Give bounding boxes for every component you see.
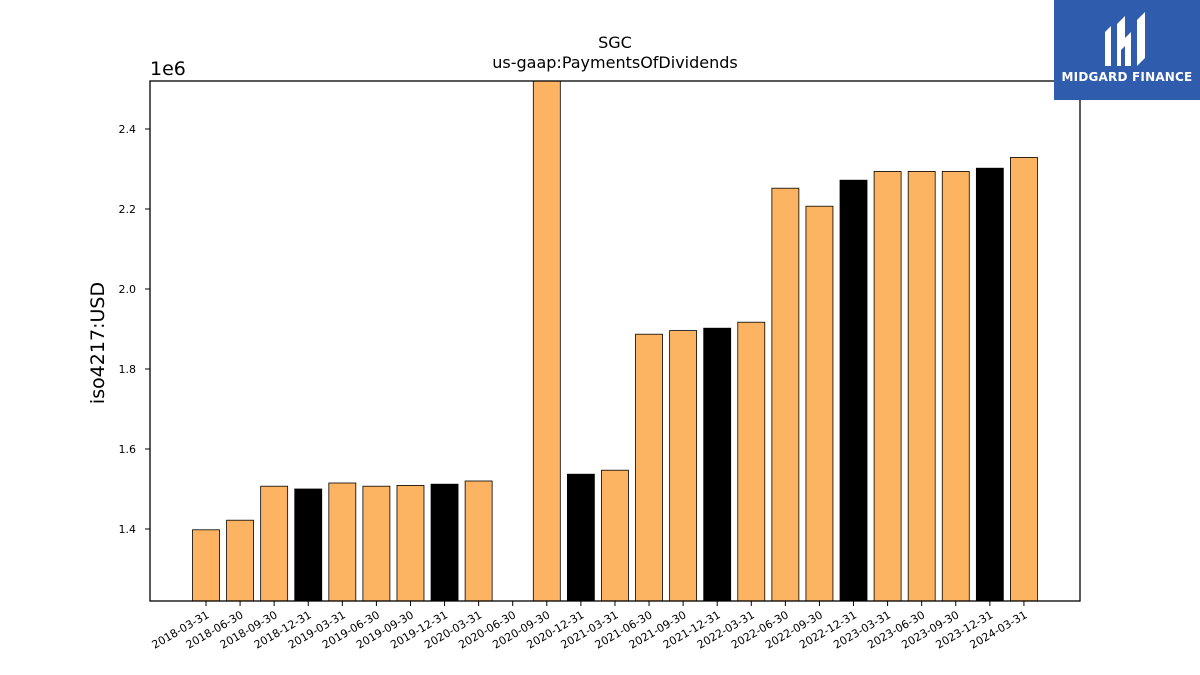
brand-name: MIDGARD FINANCE xyxy=(1061,70,1193,84)
bar-2020-03-31 xyxy=(464,480,493,602)
y-axis-label: iso4217:USD xyxy=(87,282,109,404)
bar-2022-03-31 xyxy=(737,321,766,602)
y-tick-label: 2.0 xyxy=(119,283,137,296)
y-tick-label: 1.6 xyxy=(119,443,137,456)
bar-2021-06-30 xyxy=(635,333,663,602)
y-tick-label: 1.8 xyxy=(119,363,137,376)
midgard-mark-icon xyxy=(1105,12,1145,66)
bar-2023-12-31 xyxy=(975,167,1004,602)
bar-2022-09-30 xyxy=(805,205,834,602)
plot-frame xyxy=(149,80,1081,602)
bar-2019-09-30 xyxy=(396,484,425,602)
bar-2023-03-31 xyxy=(873,170,902,602)
bar-2020-12-31 xyxy=(566,473,595,602)
chart-title: SGC xyxy=(598,33,632,52)
bar-2018-03-31 xyxy=(192,529,220,602)
bar-2024-03-31 xyxy=(1010,156,1038,602)
bar-2023-06-30 xyxy=(907,170,936,602)
bar-2021-12-31 xyxy=(703,327,732,602)
bar-2021-09-30 xyxy=(669,330,698,602)
bars-group xyxy=(192,80,1038,602)
x-ticks-group: 2018-03-312018-06-302018-09-302018-12-31… xyxy=(150,601,1029,652)
bar-2019-06-30 xyxy=(362,485,391,602)
bar-2019-03-31 xyxy=(328,482,357,602)
bar-2018-12-31 xyxy=(294,488,323,602)
bar-2020-09-30 xyxy=(532,80,561,602)
y-ticks-group: 1.4 1.6 1.8 2.0 2.2 2.4 xyxy=(119,123,150,536)
y-axis-offset-label: 1e6 xyxy=(150,58,186,80)
bar-2023-09-30 xyxy=(941,170,970,602)
y-tick-label: 2.2 xyxy=(119,203,137,216)
y-tick-label: 1.4 xyxy=(119,523,137,536)
chart-subtitle: us-gaap:PaymentsOfDividends xyxy=(492,53,737,72)
bar-2019-12-31 xyxy=(430,483,459,602)
y-tick-label: 2.4 xyxy=(119,123,137,136)
bar-2022-12-31 xyxy=(839,179,868,602)
bar-2018-06-30 xyxy=(226,519,254,602)
bar-2018-09-30 xyxy=(260,485,289,602)
brand-logo: MIDGARD FINANCE xyxy=(1054,0,1200,100)
bar-2021-03-31 xyxy=(601,469,629,602)
bar-2022-06-30 xyxy=(771,187,800,602)
